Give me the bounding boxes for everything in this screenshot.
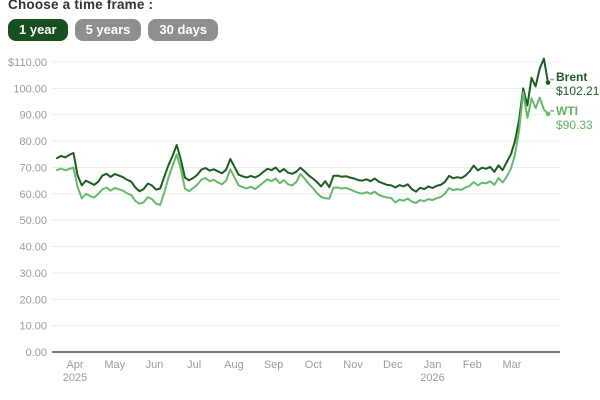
legend-wti-value: $90.33 bbox=[556, 118, 593, 132]
y-tick-label: 80.00 bbox=[19, 136, 47, 148]
legend-wti-label: WTI bbox=[556, 104, 578, 118]
x-tick-label: Jul bbox=[187, 359, 201, 371]
y-tick-label: 100.00 bbox=[13, 83, 47, 95]
x-tick-year-label: 2026 bbox=[420, 372, 444, 384]
x-tick-year-label: 2025 bbox=[63, 372, 87, 384]
legend-brent-label: Brent bbox=[556, 70, 588, 84]
y-tick-label: $110.00 bbox=[8, 57, 47, 69]
timeframe-button-5years[interactable]: 5 years bbox=[74, 19, 142, 41]
timeframe-button-group: 1 year 5 years 30 days bbox=[8, 19, 219, 41]
legend-brent-value: $102.21 bbox=[556, 84, 600, 98]
x-tick-label: Nov bbox=[343, 359, 363, 371]
x-tick-label: Sep bbox=[264, 359, 284, 371]
x-tick-label: Mar bbox=[503, 359, 522, 371]
x-tick-label: May bbox=[104, 359, 125, 371]
y-tick-label: 70.00 bbox=[19, 162, 47, 174]
x-tick-label: Jun bbox=[146, 359, 164, 371]
x-tick-label: Feb bbox=[463, 359, 482, 371]
series-end-dot-wti bbox=[545, 111, 551, 117]
legend-brent: Brent $102.21 bbox=[556, 70, 599, 98]
y-tick-label: 30.00 bbox=[19, 268, 47, 280]
page-title: Choose a time frame : bbox=[8, 0, 154, 12]
timeframe-button-30days[interactable]: 30 days bbox=[148, 19, 219, 41]
x-tick-label: Aug bbox=[224, 359, 244, 371]
y-tick-label: 90.00 bbox=[19, 110, 47, 122]
series-end-dot-brent bbox=[545, 80, 551, 85]
y-tick-label: 40.00 bbox=[19, 242, 47, 254]
y-tick-label: 20.00 bbox=[19, 294, 47, 306]
series-line-brent bbox=[56, 57, 549, 193]
legend-wti: WTI $90.33 bbox=[556, 104, 593, 132]
y-tick-label: 10.00 bbox=[19, 321, 47, 333]
y-tick-label: 0.00 bbox=[26, 347, 47, 359]
timeframe-button-1year[interactable]: 1 year bbox=[8, 19, 68, 41]
y-tick-label: 60.00 bbox=[19, 189, 47, 201]
y-tick-label: 50.00 bbox=[19, 215, 47, 227]
x-tick-label: Oct bbox=[305, 359, 322, 371]
x-tick-label: Apr bbox=[66, 359, 83, 371]
series-line-wti bbox=[56, 91, 549, 206]
x-tick-label: Jan bbox=[424, 359, 442, 371]
x-tick-label: Dec bbox=[383, 359, 403, 371]
